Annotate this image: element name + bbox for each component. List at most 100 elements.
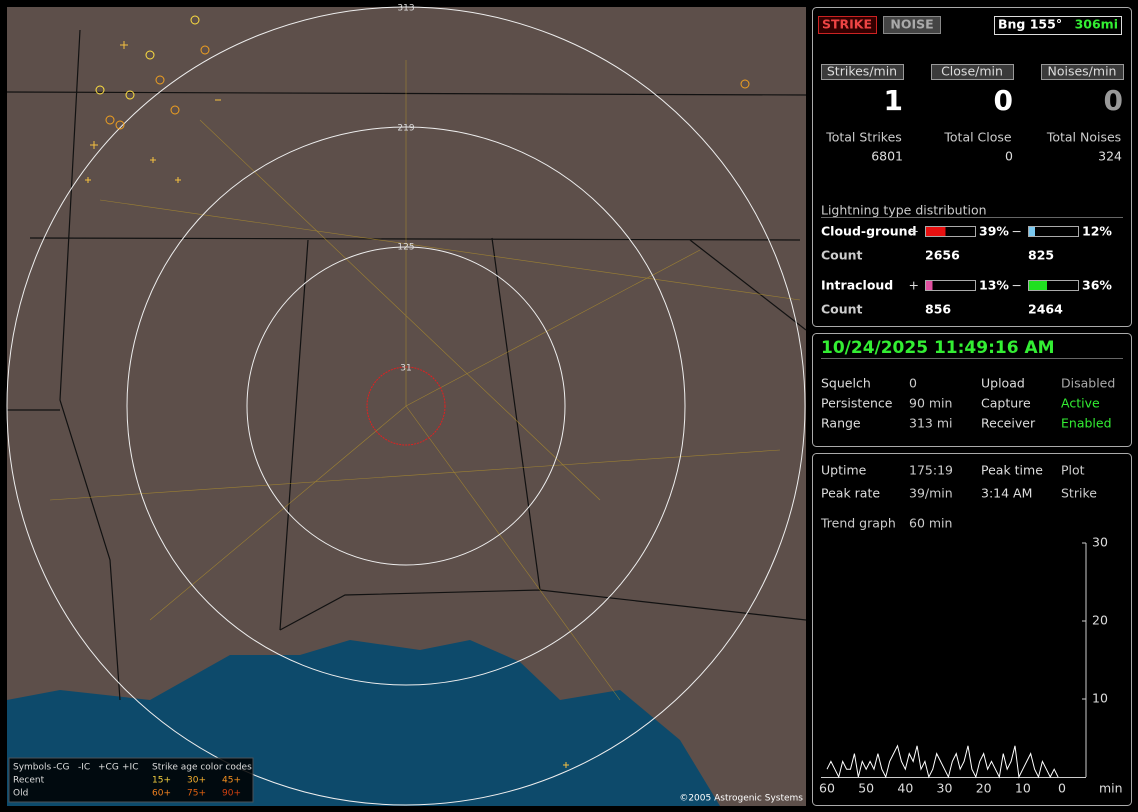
total-value: 0	[1005, 149, 1013, 164]
roads	[49, 60, 801, 701]
stats-cell: Strike	[1061, 486, 1097, 501]
bearing-box	[994, 16, 1122, 35]
legend-text: Recent	[13, 776, 45, 786]
sign: +	[909, 224, 919, 239]
type-pct: 12%	[1082, 224, 1112, 239]
range-ring	[126, 126, 686, 686]
legend: Symbols -CG -IC +CG +IC Strike age color…	[13, 763, 252, 799]
noise-button-label: NOISE	[890, 17, 933, 32]
legend-text: -CG	[53, 763, 70, 773]
legend-text: +CG	[98, 763, 119, 773]
x-tick-label: 40	[897, 781, 913, 796]
legend-text: 75+	[187, 789, 206, 799]
trend-label: Trend graph	[820, 516, 896, 531]
settings-cell: 313 mi	[909, 416, 952, 431]
strike-symbols	[85, 15, 750, 768]
stats-cell: 39/min	[909, 486, 953, 501]
distribution: Cloud-ground+ 39%2656− 12%825CountIntraclo…	[821, 224, 1112, 317]
sign: +	[909, 278, 919, 293]
settings-cell: Persistence	[821, 396, 893, 411]
settings-cell: Squelch	[821, 376, 871, 391]
y-tick-label: 20	[1092, 613, 1108, 628]
x-tick-label: 30	[937, 781, 953, 796]
stats-cell: 175:19	[909, 463, 953, 478]
count-label: Count	[821, 248, 863, 263]
total-label: Total Close	[943, 130, 1012, 145]
count: 856	[925, 302, 951, 317]
y-tick-label: 30	[1092, 535, 1108, 550]
trend-line	[826, 744, 1059, 779]
total-label: Total Strikes	[825, 130, 902, 145]
type-name: Cloud-ground	[821, 224, 917, 239]
section-title: Lightning type distribution	[821, 203, 987, 218]
settings-cell: Enabled	[1061, 416, 1112, 431]
settings-cell: 90 min	[909, 396, 952, 411]
clock: 10/24/2025 11:49:16 AM	[821, 338, 1055, 358]
rate-label-box	[1041, 64, 1124, 80]
settings-cell: Receiver	[981, 416, 1036, 431]
legend-text: 15+	[152, 776, 171, 786]
legend-text: +IC	[122, 763, 138, 773]
stats-cell: Peak time	[981, 463, 1043, 478]
range-ring	[246, 246, 566, 566]
x-tick-label: 50	[858, 781, 874, 796]
settings-cell: Active	[1061, 396, 1100, 411]
ring-label: 31	[400, 364, 411, 374]
type-bar-track	[1028, 280, 1079, 291]
x-tick-label: 20	[976, 781, 992, 796]
stats-cell: 3:14 AM	[981, 486, 1032, 501]
status-panel	[812, 7, 1132, 327]
rates: Strikes/min 1 Total Strikes 6801 Close/min 0 T…	[821, 64, 1124, 164]
y-tick-label: 10	[1092, 691, 1108, 706]
legend-text: 60+	[152, 789, 171, 799]
range-ring	[6, 6, 806, 806]
stats: Uptime 175:19 Peak time Plot Peak rate 39/min…	[821, 463, 1097, 501]
type-bar	[1029, 227, 1035, 236]
settings-cell: Capture	[981, 396, 1031, 411]
type-bar	[926, 281, 933, 290]
count: 2656	[925, 248, 960, 263]
legend-box	[8, 757, 254, 803]
trend-window: 60 min	[909, 516, 952, 531]
total-label: Total Noises	[1046, 130, 1121, 145]
legend-text: 90+	[222, 789, 241, 799]
x-tick-label: 10	[1015, 781, 1031, 796]
legend-text: 45+	[222, 776, 241, 786]
type-bar-track	[1028, 226, 1079, 237]
stats-cell: Plot	[1061, 463, 1085, 478]
noise-button[interactable]	[883, 16, 941, 34]
bearing: Bng 155°	[998, 17, 1062, 32]
type-pct: 13%	[979, 278, 1009, 293]
close-ring	[366, 366, 446, 446]
legend-text: Strike age color codes	[152, 763, 252, 773]
settings-panel	[812, 333, 1132, 447]
count-label: Count	[821, 302, 863, 317]
stats-cell: Uptime	[821, 463, 867, 478]
rate-value: 1	[884, 84, 903, 117]
total-value: 6801	[871, 149, 903, 164]
rate-label: Strikes/min	[827, 64, 897, 79]
rate-label-box	[931, 64, 1014, 80]
settings: Squelch 0 Upload Disabled Persistence 90 min C…	[821, 376, 1115, 431]
type-name: Intracloud	[821, 278, 893, 293]
rate-value: 0	[1104, 84, 1123, 117]
settings-cell: Range	[821, 416, 861, 431]
settings-cell: Upload	[981, 376, 1025, 391]
rate-label: Noises/min	[1048, 64, 1117, 79]
strike-button[interactable]	[818, 16, 877, 34]
ring-label: 125	[397, 243, 414, 253]
type-bar	[926, 227, 946, 236]
trend-graph: 10 20 30 60 50 40 30 20 10 0 min	[819, 535, 1123, 796]
type-pct: 39%	[979, 224, 1009, 239]
state-borders	[6, 29, 807, 701]
legend-text: Old	[13, 789, 28, 799]
legend-text: Symbols	[13, 763, 52, 773]
strike-button-label: STRIKE	[822, 17, 872, 32]
x-tick-label: 60	[819, 781, 835, 796]
type-pct: 36%	[1082, 278, 1112, 293]
settings-cell: Disabled	[1061, 376, 1115, 391]
count: 825	[1028, 248, 1054, 263]
